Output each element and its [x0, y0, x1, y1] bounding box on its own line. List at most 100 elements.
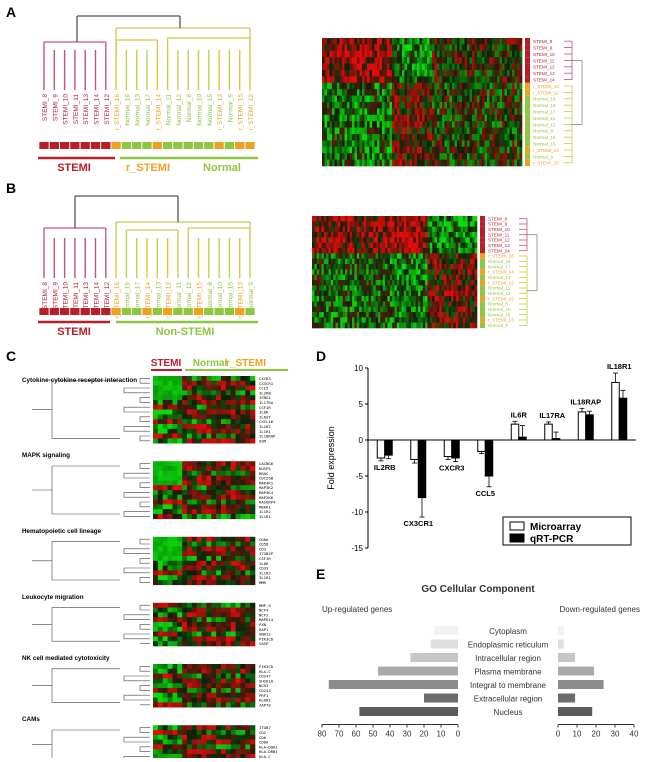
heatmap-cell: [206, 509, 212, 515]
heatmap-cell: [487, 57, 490, 64]
heatmap-cell: [344, 70, 348, 77]
heatmap-cell: [437, 57, 440, 64]
heatmap-cell: [399, 237, 402, 243]
dendrogram-branch: [123, 614, 150, 620]
heatmap-cell: [422, 70, 425, 77]
heatmap-cell: [442, 114, 445, 122]
heatmap-cell: [439, 269, 442, 275]
heatmap-cell: [329, 50, 333, 58]
heatmap-cell: [349, 70, 353, 77]
heatmap-cell: [191, 622, 198, 628]
category-label: Cytoplasm: [489, 627, 527, 636]
heatmap-cell: [409, 108, 413, 116]
heatmap-cell: [424, 108, 428, 116]
heatmap-cell: [472, 264, 475, 270]
heatmap-cell: [314, 248, 318, 254]
heatmap-cell: [364, 159, 368, 167]
heatmap-cell: [457, 63, 460, 71]
heatmap-cell: [477, 159, 480, 167]
heatmap-cell: [329, 134, 333, 141]
heatmap-cell: [462, 159, 465, 167]
sample-label: r_STEMI_13: [238, 282, 245, 319]
heatmap-cell: [429, 274, 433, 281]
heatmap-cell: [333, 301, 336, 307]
heatmap-cell: [472, 301, 475, 307]
heatmap-cell: [216, 739, 222, 745]
heatmap-cell: [429, 140, 433, 148]
heatmap-cell: [374, 127, 378, 135]
row-group-cell: [525, 57, 530, 64]
heatmap-cell: [167, 673, 173, 679]
heatmap-cell: [411, 237, 414, 243]
heatmap-cell: [225, 428, 232, 434]
heatmap-cell: [167, 385, 173, 391]
heatmap-cell: [167, 668, 173, 674]
heatmap-cell: [420, 253, 424, 259]
heatmap-cell: [167, 739, 173, 745]
heatmap-cell: [474, 322, 478, 329]
heatmap-cell: [375, 322, 379, 329]
heatmap-cell: [230, 730, 236, 736]
heatmap-cell: [250, 739, 256, 745]
heatmap-cell: [504, 95, 508, 103]
heatmap-cell: [361, 301, 365, 307]
heatmap-cell: [349, 296, 353, 302]
heatmap-cell: [182, 664, 188, 670]
heatmap-cell: [316, 306, 320, 313]
heatmap-cell: [429, 159, 433, 167]
heatmap-cell: [373, 226, 376, 233]
heatmap-cell: [519, 127, 523, 135]
heatmap-cell: [394, 153, 398, 160]
heatmap-cell: [397, 108, 400, 116]
heatmap-cell: [240, 480, 246, 486]
heatmap-cell: [196, 419, 202, 425]
heatmap-cell: [479, 102, 483, 109]
heatmap-cell: [187, 612, 193, 618]
heatmap-cell: [157, 546, 164, 552]
heatmap-cell: [487, 76, 490, 84]
heatmap-cell: [157, 556, 164, 562]
panel-b-dendrogram: STEMI_8 STEMI_9 STEMI_10 STEMI_11 STEMI_13 ST…: [38, 195, 258, 336]
heatmap-cell: [519, 159, 523, 167]
heatmap-cell: [380, 264, 384, 270]
heatmap-cell: [494, 57, 498, 64]
heatmap-cell: [235, 617, 241, 623]
heatmap-cell: [206, 683, 212, 689]
heatmap-cell: [342, 76, 345, 84]
heatmap-cell: [196, 390, 202, 396]
heatmap-cell: [389, 70, 393, 77]
heatmap-cell: [216, 480, 222, 486]
heatmap-cell: [394, 38, 398, 45]
heatmap-cell: [327, 50, 330, 58]
heatmap-cell: [504, 44, 508, 52]
heatmap-cell: [250, 461, 256, 467]
dendrogram-branch: [123, 492, 150, 498]
heatmap-cell: [370, 312, 374, 318]
heatmap-cell: [345, 221, 348, 227]
heatmap-row-label: r_STEMI_15: [488, 296, 514, 301]
heatmap-cell: [177, 692, 183, 698]
heatmap-cell: [368, 274, 372, 281]
heatmap-cell: [458, 216, 461, 222]
gene-label: NCF4: [259, 608, 269, 613]
heatmap-cell: [330, 312, 334, 318]
heatmap-cell: [492, 102, 495, 109]
heatmap-cell: [415, 322, 419, 329]
heatmap-cell: [363, 290, 367, 297]
heatmap-cell: [162, 673, 168, 679]
heatmap-cell: [153, 494, 159, 500]
heatmap-cell: [191, 602, 198, 608]
heatmap-cell: [380, 242, 384, 249]
heatmap-cell: [221, 641, 227, 647]
heatmap-cell: [457, 76, 460, 84]
heatmap-cell: [211, 683, 217, 689]
heatmap-cell: [382, 121, 385, 128]
heatmap-cell: [484, 63, 488, 71]
heatmap-cell: [484, 121, 488, 128]
heatmap-cell: [467, 301, 471, 307]
heatmap-cell: [177, 749, 183, 755]
heatmap-cell: [216, 395, 222, 401]
down-bar: [558, 693, 576, 703]
heatmap-cell: [250, 602, 256, 608]
